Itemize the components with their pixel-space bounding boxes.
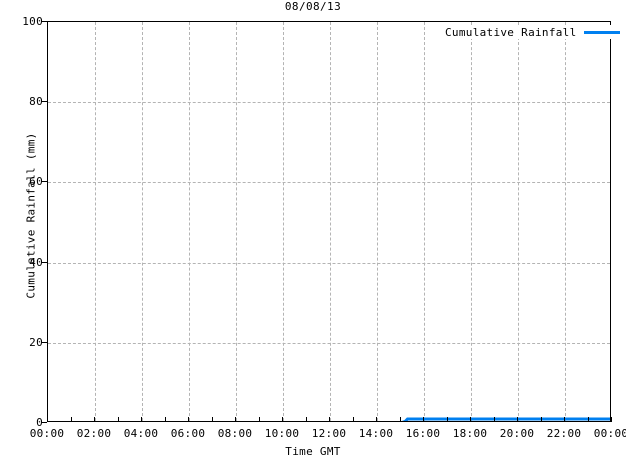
x-tick-label: 16:00: [405, 427, 441, 440]
y-tick-label: 20: [29, 335, 43, 349]
gridline-vertical: [424, 22, 425, 421]
x-tick-mark: [117, 417, 119, 422]
gridline-vertical: [471, 22, 472, 421]
x-tick-mark: [282, 417, 283, 422]
gridline-vertical: [518, 22, 519, 421]
gridline-vertical: [95, 22, 96, 421]
x-tick-mark: [305, 417, 307, 422]
x-tick-label: 22:00: [546, 427, 582, 440]
x-tick-label: 20:00: [499, 427, 535, 440]
x-tick-label: 02:00: [76, 427, 112, 440]
y-tick-mark: [41, 422, 47, 423]
y-tick-label: 100: [22, 15, 43, 28]
y-tick-mark: [41, 21, 47, 22]
x-tick-mark: [329, 417, 330, 422]
x-tick-mark: [164, 417, 166, 422]
x-tick-mark: [470, 417, 471, 422]
x-tick-mark: [587, 417, 589, 422]
x-tick-label: 10:00: [264, 427, 300, 440]
gridline-horizontal: [48, 182, 610, 184]
chart-title: 08/08/13: [284, 0, 342, 13]
gridline-horizontal: [48, 342, 610, 344]
x-tick-label: 18:00: [452, 427, 488, 440]
x-tick-mark: [446, 417, 448, 422]
x-tick-mark: [611, 417, 612, 422]
gridline-vertical: [142, 22, 143, 421]
x-tick-label: 06:00: [170, 427, 206, 440]
x-tick-mark: [493, 417, 495, 422]
y-tick-mark: [41, 101, 47, 103]
y-axis-label: Cumulative Rainfall (mm): [24, 132, 38, 299]
x-tick-mark: [47, 417, 48, 422]
x-tick-mark: [517, 417, 518, 422]
gridline-vertical: [189, 22, 190, 421]
x-tick-mark: [423, 417, 424, 422]
gridline-horizontal: [48, 102, 610, 104]
series-line: [48, 419, 611, 422]
x-tick-mark: [376, 417, 377, 422]
x-tick-mark: [211, 417, 213, 422]
legend-label-cumulative-rainfall: Cumulative Rainfall: [445, 25, 577, 39]
y-tick-label: 80: [29, 95, 43, 109]
x-tick-mark: [258, 417, 260, 422]
legend: Cumulative Rainfall: [443, 25, 622, 39]
gridline-vertical: [236, 22, 237, 421]
gridline-vertical: [377, 22, 378, 421]
x-tick-mark: [235, 417, 236, 422]
gridline-horizontal: [48, 262, 610, 264]
x-axis-label: Time GMT: [285, 445, 341, 458]
y-tick-mark: [41, 341, 47, 343]
gridline-vertical: [283, 22, 284, 421]
x-tick-label: 04:00: [123, 427, 159, 440]
y-tick-mark: [41, 261, 47, 263]
y-tick-label: 40: [29, 255, 43, 269]
x-tick-label: 14:00: [358, 427, 394, 440]
x-tick-mark: [94, 417, 95, 422]
plot-area: [47, 21, 611, 422]
x-tick-mark: [352, 417, 354, 422]
x-tick-mark: [188, 417, 189, 422]
x-tick-mark: [564, 417, 565, 422]
series-cumulative-rainfall: [48, 22, 611, 422]
x-tick-mark: [141, 417, 142, 422]
y-tick-label: 0: [36, 416, 43, 429]
x-tick-mark: [70, 417, 72, 422]
x-tick-mark: [540, 417, 542, 422]
x-tick-label: 12:00: [311, 427, 347, 440]
y-tick-label: 60: [29, 175, 43, 189]
x-tick-label: 08:00: [217, 427, 253, 440]
x-tick-label: 00:00: [29, 427, 65, 440]
gridline-vertical: [330, 22, 331, 421]
x-tick-label: 00:00: [593, 427, 626, 440]
y-tick-mark: [41, 181, 47, 183]
gridline-vertical: [565, 22, 566, 421]
legend-line-swatch: [583, 30, 620, 34]
x-tick-mark: [399, 417, 401, 422]
